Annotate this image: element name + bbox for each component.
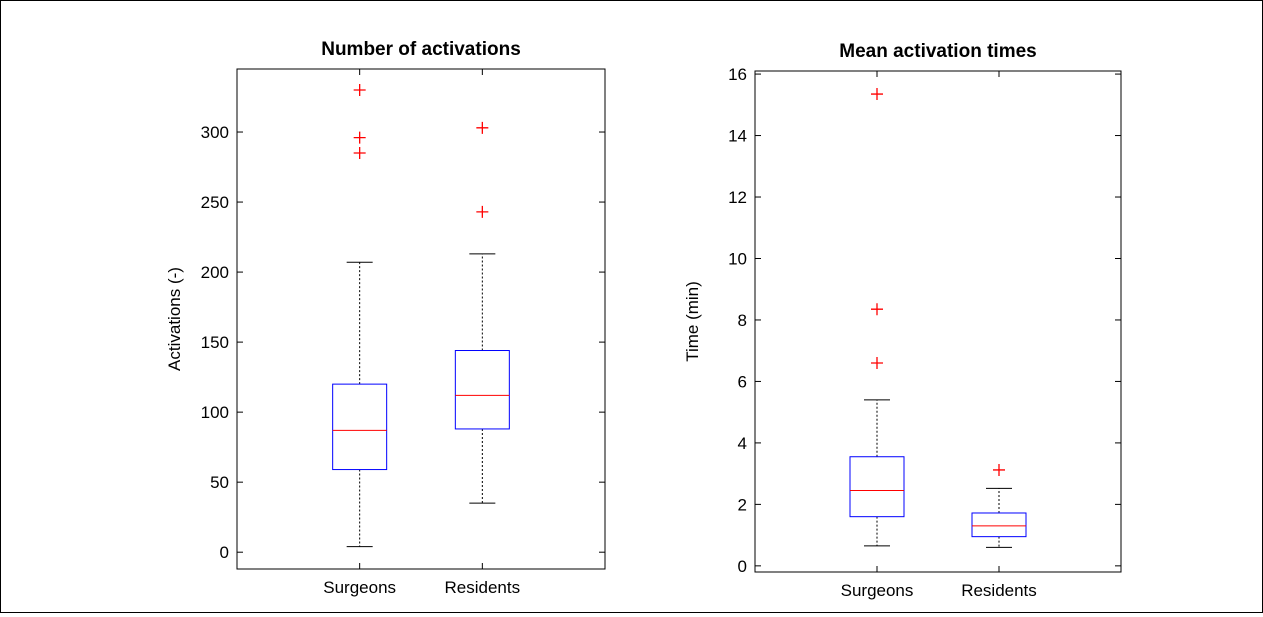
x-tick-label: Surgeons: [323, 578, 396, 597]
y-axis-label: Time (min): [683, 281, 702, 362]
outlier-marker: [476, 121, 489, 134]
outlier-marker: [353, 131, 366, 144]
outlier-marker: [353, 84, 366, 97]
box-surgeons: [332, 84, 388, 548]
y-tick-label: 10: [728, 249, 747, 268]
box-surgeons: [849, 88, 905, 547]
y-tick-label: 250: [201, 193, 229, 212]
x-tick-label: Residents: [961, 581, 1037, 600]
outlier-marker: [353, 147, 366, 160]
outlier-marker: [993, 463, 1005, 476]
y-tick-label: 6: [738, 372, 747, 391]
outlier-marker: [871, 303, 883, 316]
chart-title: Mean activation times: [839, 41, 1036, 62]
y-tick-label: 4: [738, 434, 747, 453]
y-tick-label: 150: [201, 333, 229, 352]
y-axis-label: Activations (-): [165, 267, 184, 371]
y-tick-label: 100: [201, 403, 229, 422]
box-residents: [971, 463, 1027, 548]
y-tick-label: 2: [738, 495, 747, 514]
chart-panel-1: Number of activations Activations (-) 0 50 1…: [165, 39, 606, 597]
y-tick-label: 12: [728, 188, 747, 207]
y-tick-label: 50: [210, 473, 229, 492]
y-tick-label: 8: [738, 311, 747, 330]
iqr-box: [849, 456, 905, 518]
outlier-marker: [871, 88, 883, 101]
axes-frame: [754, 70, 1122, 573]
iqr-box: [454, 350, 510, 430]
box-residents: [454, 121, 510, 504]
y-tick-label: 0: [738, 557, 747, 576]
x-tick-label: Surgeons: [841, 581, 914, 600]
y-tick-label: 200: [201, 263, 229, 282]
iqr-box: [332, 383, 388, 471]
chart-panel-2: Mean activation times Time (min) 0 2 4 6 8 10 12…: [683, 41, 1122, 600]
iqr-box: [971, 512, 1027, 538]
y-tick-label: 300: [201, 123, 229, 142]
y-tick-label: 14: [728, 127, 747, 146]
y-tick-label: 16: [728, 65, 747, 84]
chart-title: Number of activations: [321, 39, 521, 60]
outlier-marker: [871, 356, 883, 369]
x-tick-label: Residents: [445, 578, 521, 597]
y-tick-label: 0: [220, 543, 229, 562]
outlier-marker: [476, 205, 489, 218]
axes-frame: [236, 68, 606, 570]
